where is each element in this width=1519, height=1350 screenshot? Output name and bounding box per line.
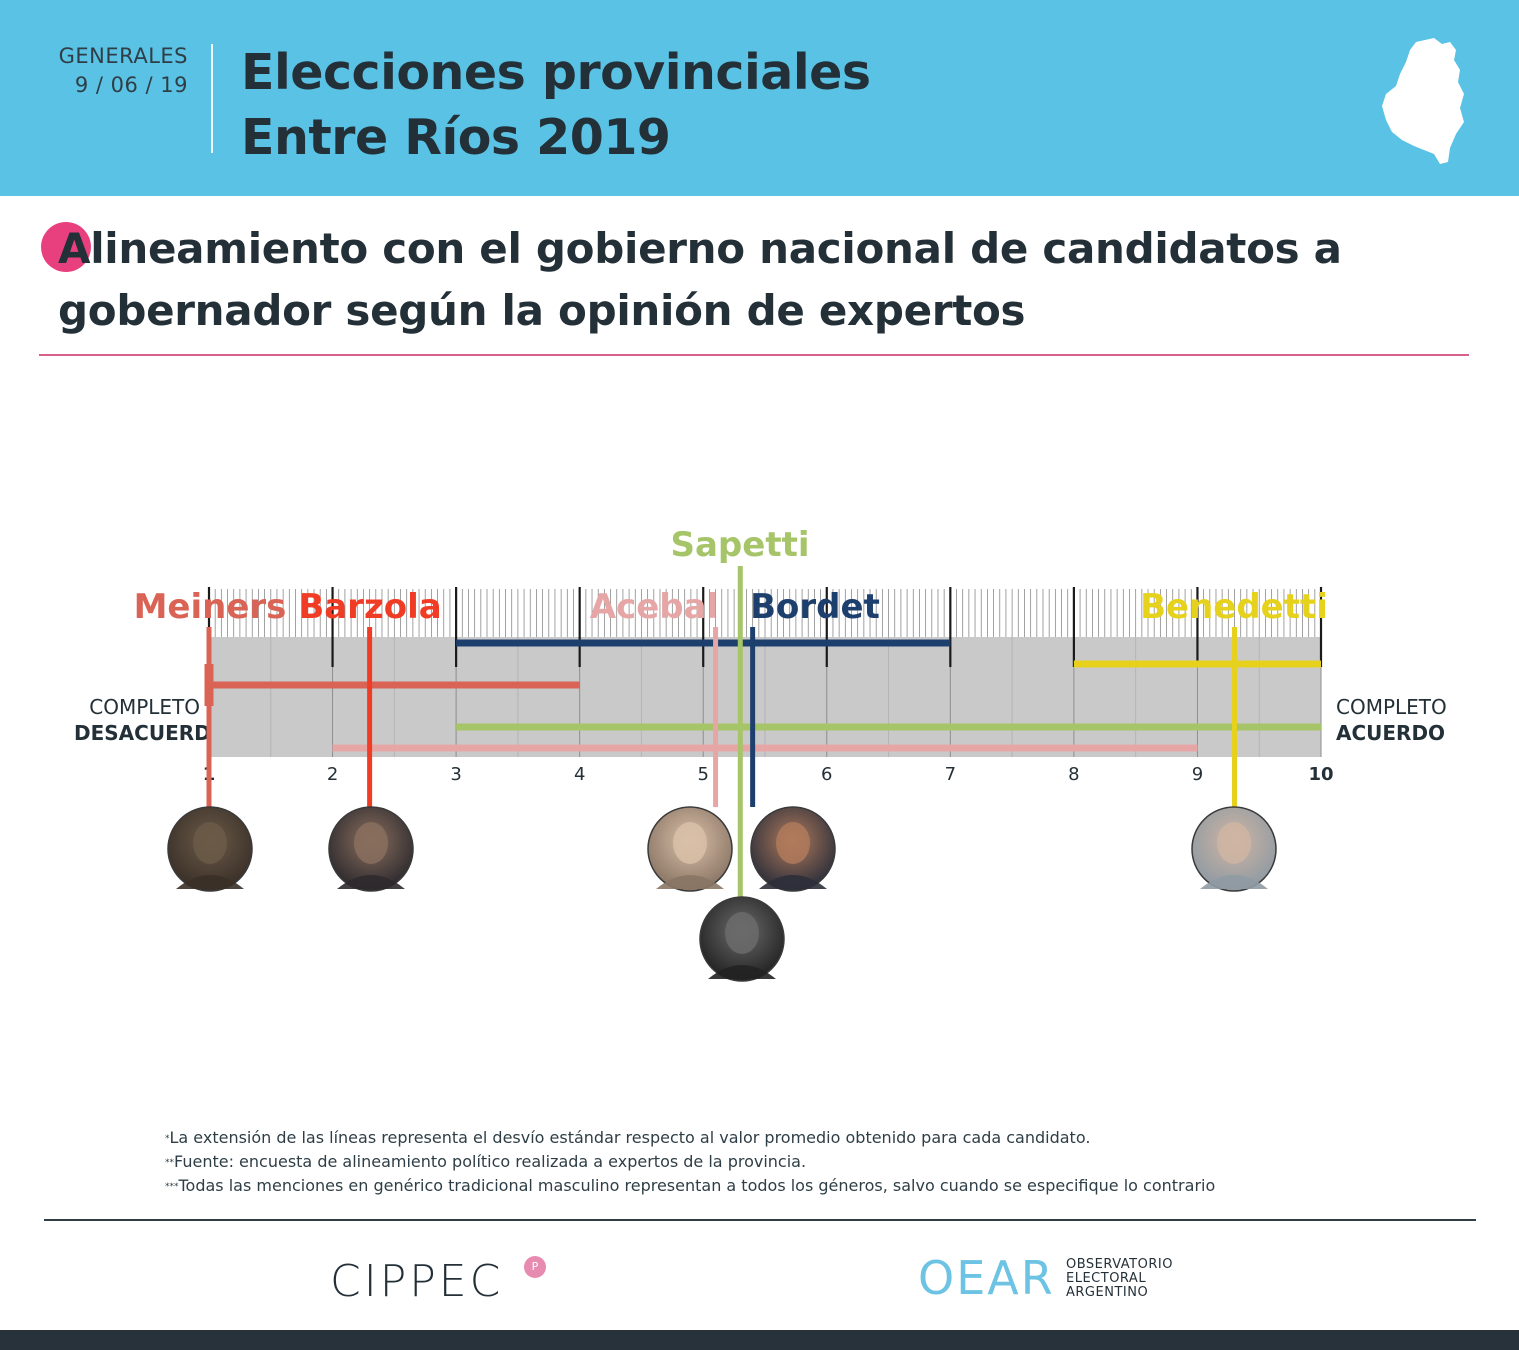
left-end-label: COMPLETO DESACUERDO bbox=[74, 694, 228, 746]
bordet-photo-face bbox=[776, 822, 810, 864]
footnote-3-text: Todas las menciones en genérico tradicio… bbox=[178, 1176, 1216, 1195]
x-tick-label: 7 bbox=[945, 764, 956, 785]
x-tick-label: 2 bbox=[327, 764, 338, 785]
x-tick-label: 8 bbox=[1068, 764, 1079, 785]
cippec-logo-badge: P bbox=[524, 1256, 546, 1278]
oear-line-2: ELECTORAL bbox=[1066, 1271, 1147, 1286]
bordet-photo-shoulders bbox=[759, 875, 827, 889]
alignment-chart: 12345678910MeinersBarzolaAcebalSapettiBo… bbox=[134, 525, 1334, 982]
subtitle-line-2: gobernador según la opinión de expertos bbox=[58, 286, 1026, 335]
x-tick-label: 6 bbox=[821, 764, 832, 785]
subtitle-line-1: Alineamiento con el gobierno nacional de… bbox=[58, 224, 1342, 273]
election-date-block: GENERALES 9 / 06 / 19 bbox=[40, 42, 188, 100]
page-title: Elecciones provinciales Entre Ríos 2019 bbox=[241, 40, 871, 170]
left-end-label-line-1: COMPLETO bbox=[89, 695, 200, 719]
entre-rios-map-icon bbox=[1382, 38, 1464, 164]
benedetti-photo-face bbox=[1217, 822, 1251, 864]
acebal-photo-face bbox=[673, 822, 707, 864]
election-kicker: GENERALES bbox=[58, 44, 188, 68]
footnote-2: **Fuente: encuesta de alineamiento polít… bbox=[165, 1150, 1215, 1174]
meiners-photo-shoulders bbox=[176, 875, 244, 889]
benedetti-photo-shoulders bbox=[1200, 875, 1268, 889]
barzola-photo-shoulders bbox=[337, 875, 405, 889]
candidate-label-sapetti: Sapetti bbox=[671, 525, 810, 565]
candidate-label-meiners: Meiners bbox=[134, 587, 287, 627]
candidate-label-acebal: Acebal bbox=[590, 587, 718, 627]
oear-logo-text: OBSERVATORIO ELECTORAL ARGENTINO bbox=[1066, 1258, 1173, 1300]
sapetti-photo-shoulders bbox=[708, 965, 776, 979]
right-end-label-line-1: COMPLETO bbox=[1336, 695, 1447, 719]
footnote-3-mark: *** bbox=[165, 1182, 179, 1192]
title-line-2: Entre Ríos 2019 bbox=[241, 109, 671, 166]
barzola-photo-face bbox=[354, 822, 388, 864]
oear-line-3: ARGENTINO bbox=[1066, 1285, 1149, 1300]
oear-line-1: OBSERVATORIO bbox=[1066, 1257, 1173, 1272]
meiners-photo-face bbox=[193, 822, 227, 864]
acebal-photo-shoulders bbox=[656, 875, 724, 889]
sapetti-photo-face bbox=[725, 912, 759, 954]
left-end-label-line-2: DESACUERDO bbox=[74, 721, 228, 745]
candidate-label-benedetti: Benedetti bbox=[1140, 587, 1328, 627]
cippec-logo: CIPPEC bbox=[330, 1256, 504, 1307]
x-tick-label: 3 bbox=[450, 764, 461, 785]
subtitle-rule bbox=[39, 354, 1469, 356]
x-tick-label: 9 bbox=[1192, 764, 1203, 785]
footnote-1: *La extensión de las líneas representa e… bbox=[165, 1126, 1215, 1150]
footnote-1-text: La extensión de las líneas representa el… bbox=[169, 1128, 1091, 1147]
x-tick-label: 10 bbox=[1308, 764, 1333, 785]
right-end-label: COMPLETO ACUERDO bbox=[1336, 694, 1447, 746]
footnote-2-mark: ** bbox=[165, 1158, 174, 1168]
bottom-bar bbox=[0, 1330, 1519, 1350]
right-end-label-line-2: ACUERDO bbox=[1336, 721, 1446, 745]
footnote-3: ***Todas las menciones en genérico tradi… bbox=[165, 1174, 1215, 1198]
subtitle-bullet-dot bbox=[41, 222, 91, 272]
x-tick-label: 5 bbox=[697, 764, 708, 785]
election-date: 9 / 06 / 19 bbox=[74, 73, 188, 97]
footnotes: *La extensión de las líneas representa e… bbox=[165, 1126, 1215, 1198]
footnote-1-mark: * bbox=[165, 1134, 170, 1144]
candidate-label-barzola: Barzola bbox=[298, 587, 441, 627]
chart-subtitle: Alineamiento con el gobierno nacional de… bbox=[58, 218, 1342, 342]
footnote-2-text: Fuente: encuesta de alineamiento polític… bbox=[174, 1152, 807, 1171]
title-line-1: Elecciones provinciales bbox=[241, 44, 871, 101]
header-divider bbox=[211, 44, 213, 153]
candidate-label-bordet: Bordet bbox=[750, 587, 880, 627]
x-tick-label: 4 bbox=[574, 764, 585, 785]
header-banner: GENERALES 9 / 06 / 19 Elecciones provinc… bbox=[0, 0, 1519, 196]
oear-logo: OEAR bbox=[918, 1251, 1055, 1305]
footer-rule bbox=[44, 1219, 1476, 1221]
